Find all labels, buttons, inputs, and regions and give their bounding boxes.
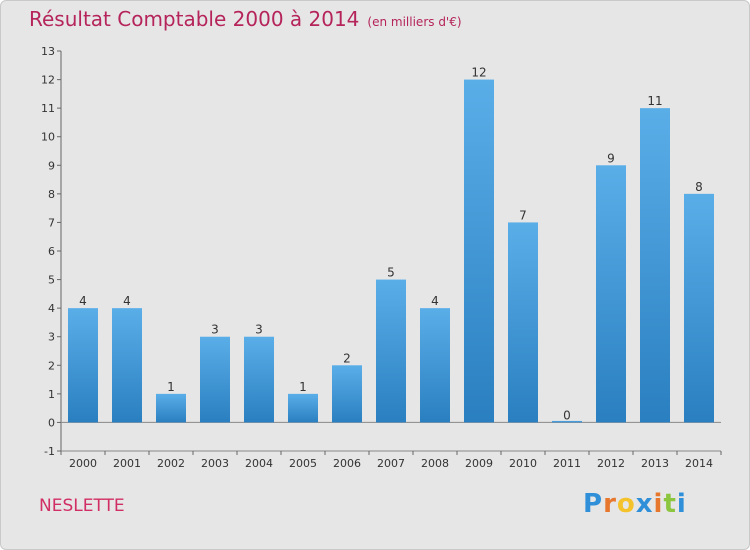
bar-value-label: 4	[79, 294, 87, 308]
bar	[420, 308, 450, 423]
x-tick-label: 2001	[113, 457, 141, 470]
x-tick-label: 2011	[553, 457, 581, 470]
bar	[112, 308, 142, 423]
x-tick-label: 2002	[157, 457, 185, 470]
chart-title: Résultat Comptable 2000 à 2014 (en millie…	[29, 7, 462, 31]
y-tick-label: 7	[48, 216, 55, 229]
bar	[464, 79, 494, 423]
chart-title-text: Résultat Comptable 2000 à 2014	[29, 7, 360, 31]
logo-letter: P	[583, 489, 604, 519]
y-tick-label: 11	[41, 102, 55, 115]
x-tick-label: 2006	[333, 457, 361, 470]
bar	[332, 365, 362, 423]
x-tick-label: 2010	[509, 457, 537, 470]
logo-letter: r	[603, 489, 617, 519]
logo-letter: o	[616, 489, 636, 519]
x-tick-label: 2005	[289, 457, 317, 470]
y-tick-label: 5	[48, 274, 55, 287]
bar	[552, 420, 582, 423]
logo-letter: t	[663, 489, 677, 519]
y-tick-label: 1	[48, 388, 55, 401]
bar-value-label: 11	[647, 94, 662, 108]
y-tick-label: 2	[48, 359, 55, 372]
bar-value-label: 3	[255, 323, 263, 337]
bar-value-label: 9	[607, 151, 615, 165]
x-tick-label: 2012	[597, 457, 625, 470]
y-tick-label: 3	[48, 331, 55, 344]
logo-letter: i	[653, 489, 664, 519]
x-tick-label: 2003	[201, 457, 229, 470]
bar-value-label: 4	[431, 294, 439, 308]
bars	[68, 79, 714, 423]
bar-value-label: 5	[387, 266, 395, 280]
logo-letter: x	[635, 489, 654, 519]
bar	[244, 336, 274, 423]
bar-value-label: 7	[519, 208, 527, 222]
proxiti-logo: Proxiti	[583, 489, 687, 519]
bar	[684, 193, 714, 423]
bar	[156, 393, 186, 423]
y-tick-label: 12	[41, 74, 55, 87]
y-tick-label: 10	[41, 131, 55, 144]
y-tick-label: 8	[48, 188, 55, 201]
chart-unit-text: (en milliers d'€)	[367, 15, 462, 29]
bar-value-label: 3	[211, 323, 219, 337]
bar	[640, 108, 670, 423]
bar-value-label: 1	[167, 380, 175, 394]
bar	[376, 279, 406, 423]
y-tick-label: 6	[48, 245, 55, 258]
x-tick-label: 2014	[685, 457, 713, 470]
bar	[596, 165, 626, 423]
logo-letter: i	[676, 489, 687, 519]
x-tick-label: 2004	[245, 457, 273, 470]
bar	[68, 308, 98, 423]
bar-value-label: 12	[471, 66, 486, 80]
bar	[508, 222, 538, 423]
bar-value-label: 4	[123, 294, 131, 308]
y-tick-label: -1	[44, 445, 55, 458]
y-tick-label: 4	[48, 302, 55, 315]
bar-value-label: 8	[695, 180, 703, 194]
x-tick-label: 2000	[69, 457, 97, 470]
x-tick-label: 2007	[377, 457, 405, 470]
y-tick-label: 13	[41, 45, 55, 58]
y-tick-label: 9	[48, 159, 55, 172]
bar	[288, 393, 318, 423]
y-tick-label: 0	[48, 416, 55, 429]
commune-name: NESLETTE	[39, 496, 125, 516]
bar-value-label: 0	[563, 408, 571, 422]
bar	[200, 336, 230, 423]
x-tick-label: 2013	[641, 457, 669, 470]
bar-value-label: 2	[343, 351, 351, 365]
x-tick-label: 2009	[465, 457, 493, 470]
x-tick-label: 2008	[421, 457, 449, 470]
bar-value-label: 1	[299, 380, 307, 394]
